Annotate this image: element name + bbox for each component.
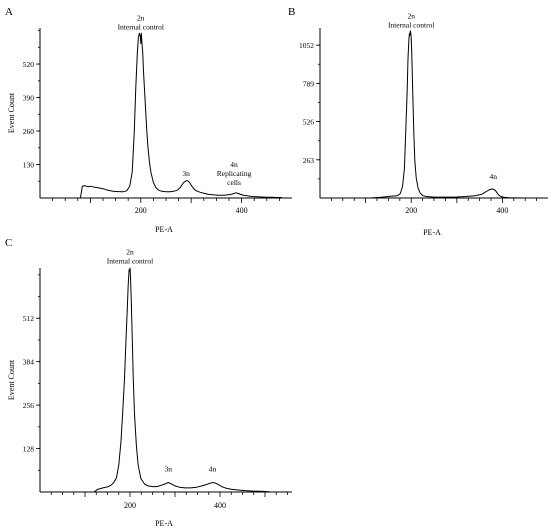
x-tick-label: 200 xyxy=(405,206,417,215)
y-tick-label: 263 xyxy=(303,156,315,165)
x-axis-label: PE-A xyxy=(155,519,173,528)
x-tick-label: 400 xyxy=(236,206,248,215)
chart-panel-c: 200 400 128 256 384 512 PE-A Event Count 2n Inter… xyxy=(7,247,292,528)
chart-panel-b: 200 400 263 526 789 1052 PE-A 2n Internal contro… xyxy=(299,12,548,237)
y-tick-label: 384 xyxy=(23,358,35,367)
y-tick-label: 789 xyxy=(303,79,315,88)
y-tick-label: 130 xyxy=(23,161,35,170)
y-tick-label: 390 xyxy=(23,94,35,103)
histogram-trace xyxy=(370,30,544,199)
peak-annotation: 4n xyxy=(209,465,217,474)
y-tick-label: 526 xyxy=(303,118,315,127)
y-axis-label: Event Count xyxy=(7,92,16,133)
chart-panel-a: 200 400 130 260 390 520 PE-A Event Count 2n Inter… xyxy=(7,13,292,234)
x-tick-label: 200 xyxy=(124,501,136,510)
peak-annotation: 2n Internal control xyxy=(107,247,153,265)
y-tick-label: 520 xyxy=(23,60,35,69)
x-axis-label: PE-A xyxy=(423,228,441,237)
y-tick-label: 256 xyxy=(23,401,35,410)
peak-annotation: 3n xyxy=(182,169,190,178)
x-tick-label: 400 xyxy=(496,206,508,215)
panel-letter-c: C xyxy=(5,237,12,249)
peak-annotation: 3n xyxy=(165,465,173,474)
chart-panels: 200 400 130 260 390 520 PE-A Event Count 2n Inter… xyxy=(7,12,548,528)
histogram-trace xyxy=(79,32,282,199)
y-tick-label: 128 xyxy=(23,445,35,454)
y-tick-label: 260 xyxy=(23,127,35,136)
y-axis-label: Event Count xyxy=(7,359,16,400)
y-tick-label: 512 xyxy=(23,314,35,323)
y-tick-label: 1052 xyxy=(299,41,314,50)
peak-annotation: 2n Internal control xyxy=(388,12,434,30)
panel-letter-a: A xyxy=(5,6,13,18)
x-tick-label: 400 xyxy=(214,501,226,510)
panel-letter-b: B xyxy=(288,6,295,18)
peak-annotation: 2n Internal control xyxy=(118,13,164,31)
peak-annotation: 4n xyxy=(490,172,498,181)
x-axis-label: PE-A xyxy=(155,225,173,234)
x-tick-label: 200 xyxy=(135,206,147,215)
peak-annotation: 4n Replicating cells xyxy=(217,160,252,187)
histogram-trace xyxy=(93,267,270,493)
